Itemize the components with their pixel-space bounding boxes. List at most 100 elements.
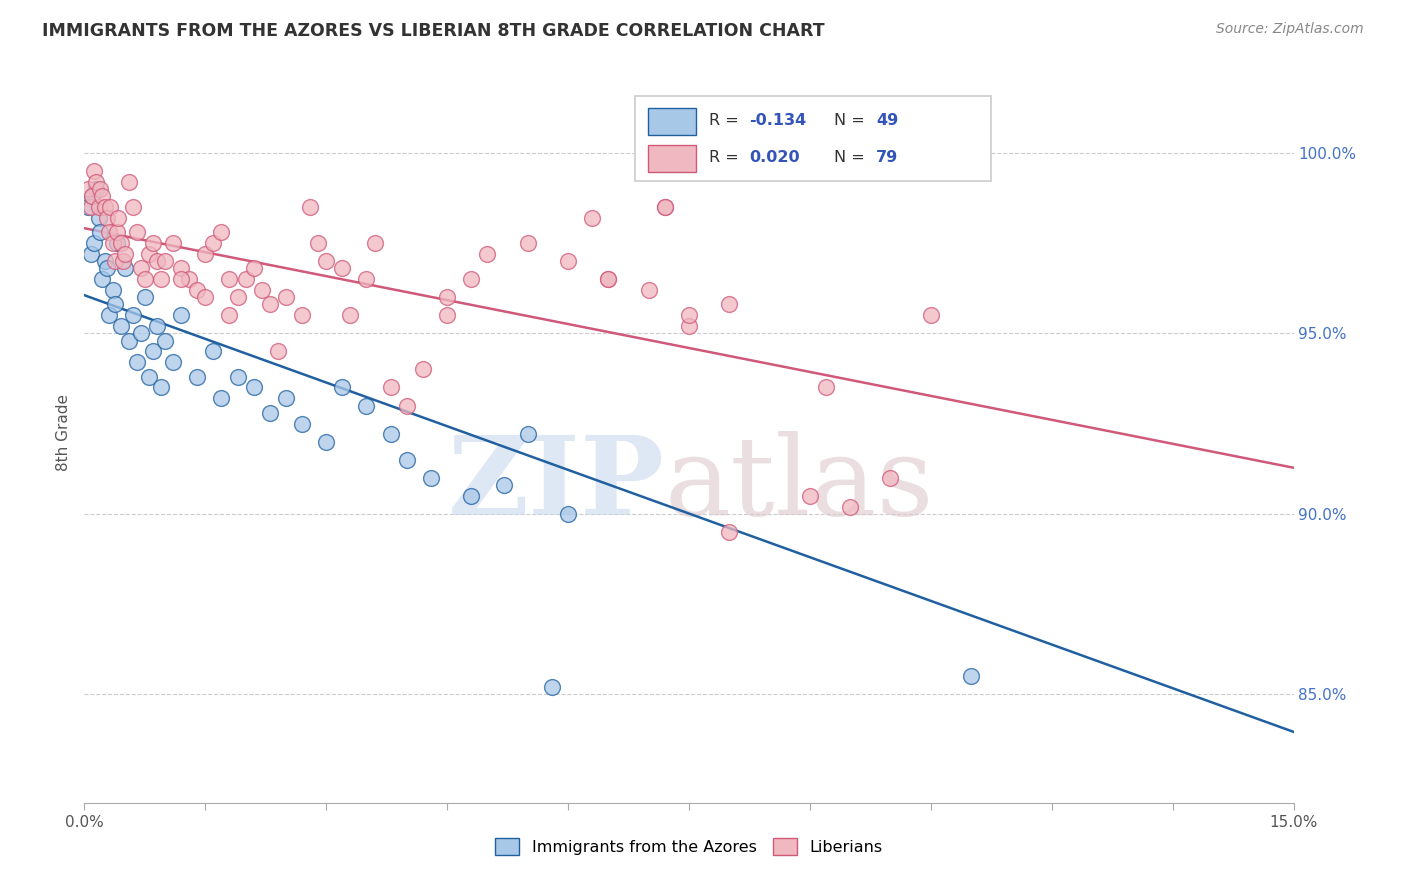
Point: [142, 235, 165, 250]
Point: [492, 478, 515, 492]
Point: [226, 369, 249, 384]
Point: [654, 200, 676, 214]
Point: [194, 247, 217, 261]
Point: [149, 380, 172, 394]
Point: [242, 261, 264, 276]
Point: [186, 283, 208, 297]
Point: [598, 272, 620, 286]
Point: [146, 319, 169, 334]
Point: [460, 489, 482, 503]
Point: [814, 380, 837, 394]
Point: [380, 380, 402, 394]
Point: [242, 380, 264, 394]
Point: [436, 308, 458, 322]
Point: [315, 434, 337, 449]
Point: [330, 380, 353, 394]
Point: [557, 507, 579, 521]
Text: ZIP: ZIP: [449, 431, 665, 538]
FancyBboxPatch shape: [648, 108, 696, 135]
Y-axis label: 8th Grade: 8th Grade: [56, 394, 72, 471]
Text: R =: R =: [710, 151, 744, 165]
Point: [678, 308, 700, 322]
Point: [107, 211, 129, 225]
Point: [339, 308, 361, 322]
Point: [153, 334, 176, 348]
Point: [654, 200, 676, 214]
Point: [226, 290, 249, 304]
Text: 79: 79: [876, 151, 898, 165]
Text: IMMIGRANTS FROM THE AZORES VS LIBERIAN 8TH GRADE CORRELATION CHART: IMMIGRANTS FROM THE AZORES VS LIBERIAN 8…: [42, 22, 825, 40]
Point: [112, 254, 135, 268]
Point: [291, 308, 314, 322]
Point: [101, 235, 124, 250]
Point: [142, 344, 165, 359]
Point: [121, 308, 143, 322]
Point: [380, 427, 402, 442]
Point: [82, 189, 104, 203]
Point: [460, 272, 482, 286]
Legend: Immigrants from the Azores, Liberians: Immigrants from the Azores, Liberians: [489, 832, 889, 862]
Point: [129, 261, 152, 276]
Point: [101, 283, 124, 297]
Point: [105, 235, 128, 250]
Point: [718, 297, 741, 311]
Point: [146, 254, 169, 268]
Point: [104, 297, 127, 311]
Point: [80, 247, 103, 261]
Point: [153, 254, 176, 268]
Point: [97, 225, 120, 239]
Point: [274, 290, 297, 304]
Point: [209, 225, 232, 239]
Point: [259, 406, 281, 420]
Point: [363, 235, 385, 250]
Point: [82, 189, 104, 203]
Point: [162, 355, 184, 369]
Point: [541, 680, 564, 694]
Point: [879, 471, 901, 485]
Point: [86, 175, 108, 189]
Point: [134, 272, 156, 286]
Point: [93, 254, 115, 268]
Point: [839, 138, 862, 153]
Point: [80, 200, 103, 214]
Point: [637, 283, 659, 297]
Point: [104, 254, 127, 268]
Point: [114, 247, 136, 261]
Point: [516, 427, 538, 442]
Point: [267, 344, 290, 359]
FancyBboxPatch shape: [634, 95, 991, 181]
Text: 0.020: 0.020: [749, 151, 800, 165]
Point: [299, 200, 322, 214]
Point: [259, 297, 281, 311]
Point: [799, 489, 821, 503]
Point: [110, 319, 132, 334]
Point: [202, 344, 225, 359]
Point: [315, 254, 337, 268]
Point: [436, 290, 458, 304]
Text: -0.134: -0.134: [749, 113, 807, 128]
Point: [477, 247, 499, 261]
Point: [91, 272, 114, 286]
FancyBboxPatch shape: [648, 145, 696, 172]
Point: [121, 200, 143, 214]
Point: [91, 189, 114, 203]
Point: [170, 261, 193, 276]
Point: [250, 283, 273, 297]
Text: Source: ZipAtlas.com: Source: ZipAtlas.com: [1216, 22, 1364, 37]
Point: [138, 369, 160, 384]
Text: atlas: atlas: [665, 431, 935, 538]
Point: [598, 272, 620, 286]
Point: [179, 272, 201, 286]
Point: [202, 235, 225, 250]
Point: [218, 272, 240, 286]
Point: [77, 200, 100, 214]
Point: [218, 308, 240, 322]
Point: [186, 369, 208, 384]
Point: [96, 261, 118, 276]
Point: [920, 308, 942, 322]
Point: [170, 308, 193, 322]
Point: [125, 355, 148, 369]
Point: [96, 211, 118, 225]
Point: [356, 272, 378, 286]
Point: [83, 163, 105, 178]
